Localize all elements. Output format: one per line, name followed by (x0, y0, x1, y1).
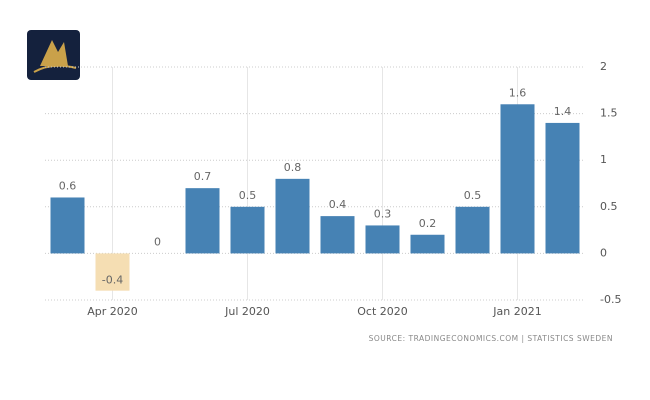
source: SOURCE: TRADINGECONOMICS.COM | STATISTIC… (369, 334, 613, 343)
value-label: 0.7 (194, 170, 212, 183)
value-label: 0.2 (419, 217, 437, 230)
bar (50, 197, 85, 254)
bar (410, 234, 445, 254)
x-tick-label: Jul 2020 (224, 305, 270, 318)
value-label: 0.3 (374, 207, 392, 220)
x-tick-label: Jan 2021 (492, 305, 541, 318)
bar (230, 206, 265, 254)
bar (455, 206, 490, 254)
value-label: -0.4 (102, 274, 123, 287)
bar (365, 225, 400, 254)
bar (320, 216, 355, 254)
value-label: 0.5 (464, 189, 482, 202)
y-tick-label: 0.5 (600, 200, 618, 213)
bar (185, 188, 220, 254)
bar (545, 122, 580, 254)
value-label: 0.5 (239, 189, 257, 202)
logo (27, 30, 80, 80)
x-tick-label: Oct 2020 (357, 305, 408, 318)
value-label: 0 (154, 235, 161, 248)
y-tick-label: -0.5 (600, 293, 621, 306)
value-label: 0.8 (284, 161, 302, 174)
value-label: 1.4 (554, 105, 572, 118)
value-label: 1.6 (509, 86, 527, 99)
y-tick-label: 0 (600, 246, 607, 259)
x-tick-label: Apr 2020 (87, 305, 138, 318)
bar (95, 253, 130, 291)
bar (275, 178, 310, 254)
value-label: 0.4 (329, 198, 347, 211)
y-tick-label: 2 (600, 60, 607, 73)
bar (500, 104, 535, 254)
y-tick-label: 1.5 (600, 107, 618, 120)
value-label: 0.6 (59, 179, 77, 192)
y-tick-label: 1 (600, 153, 607, 166)
